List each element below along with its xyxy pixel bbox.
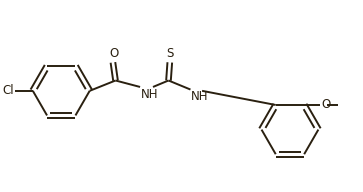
Text: NH: NH [191,90,209,103]
Text: Cl: Cl [3,84,14,97]
Text: O: O [110,47,119,60]
Text: S: S [166,47,174,60]
Text: NH: NH [141,88,158,101]
Text: O: O [321,98,330,112]
